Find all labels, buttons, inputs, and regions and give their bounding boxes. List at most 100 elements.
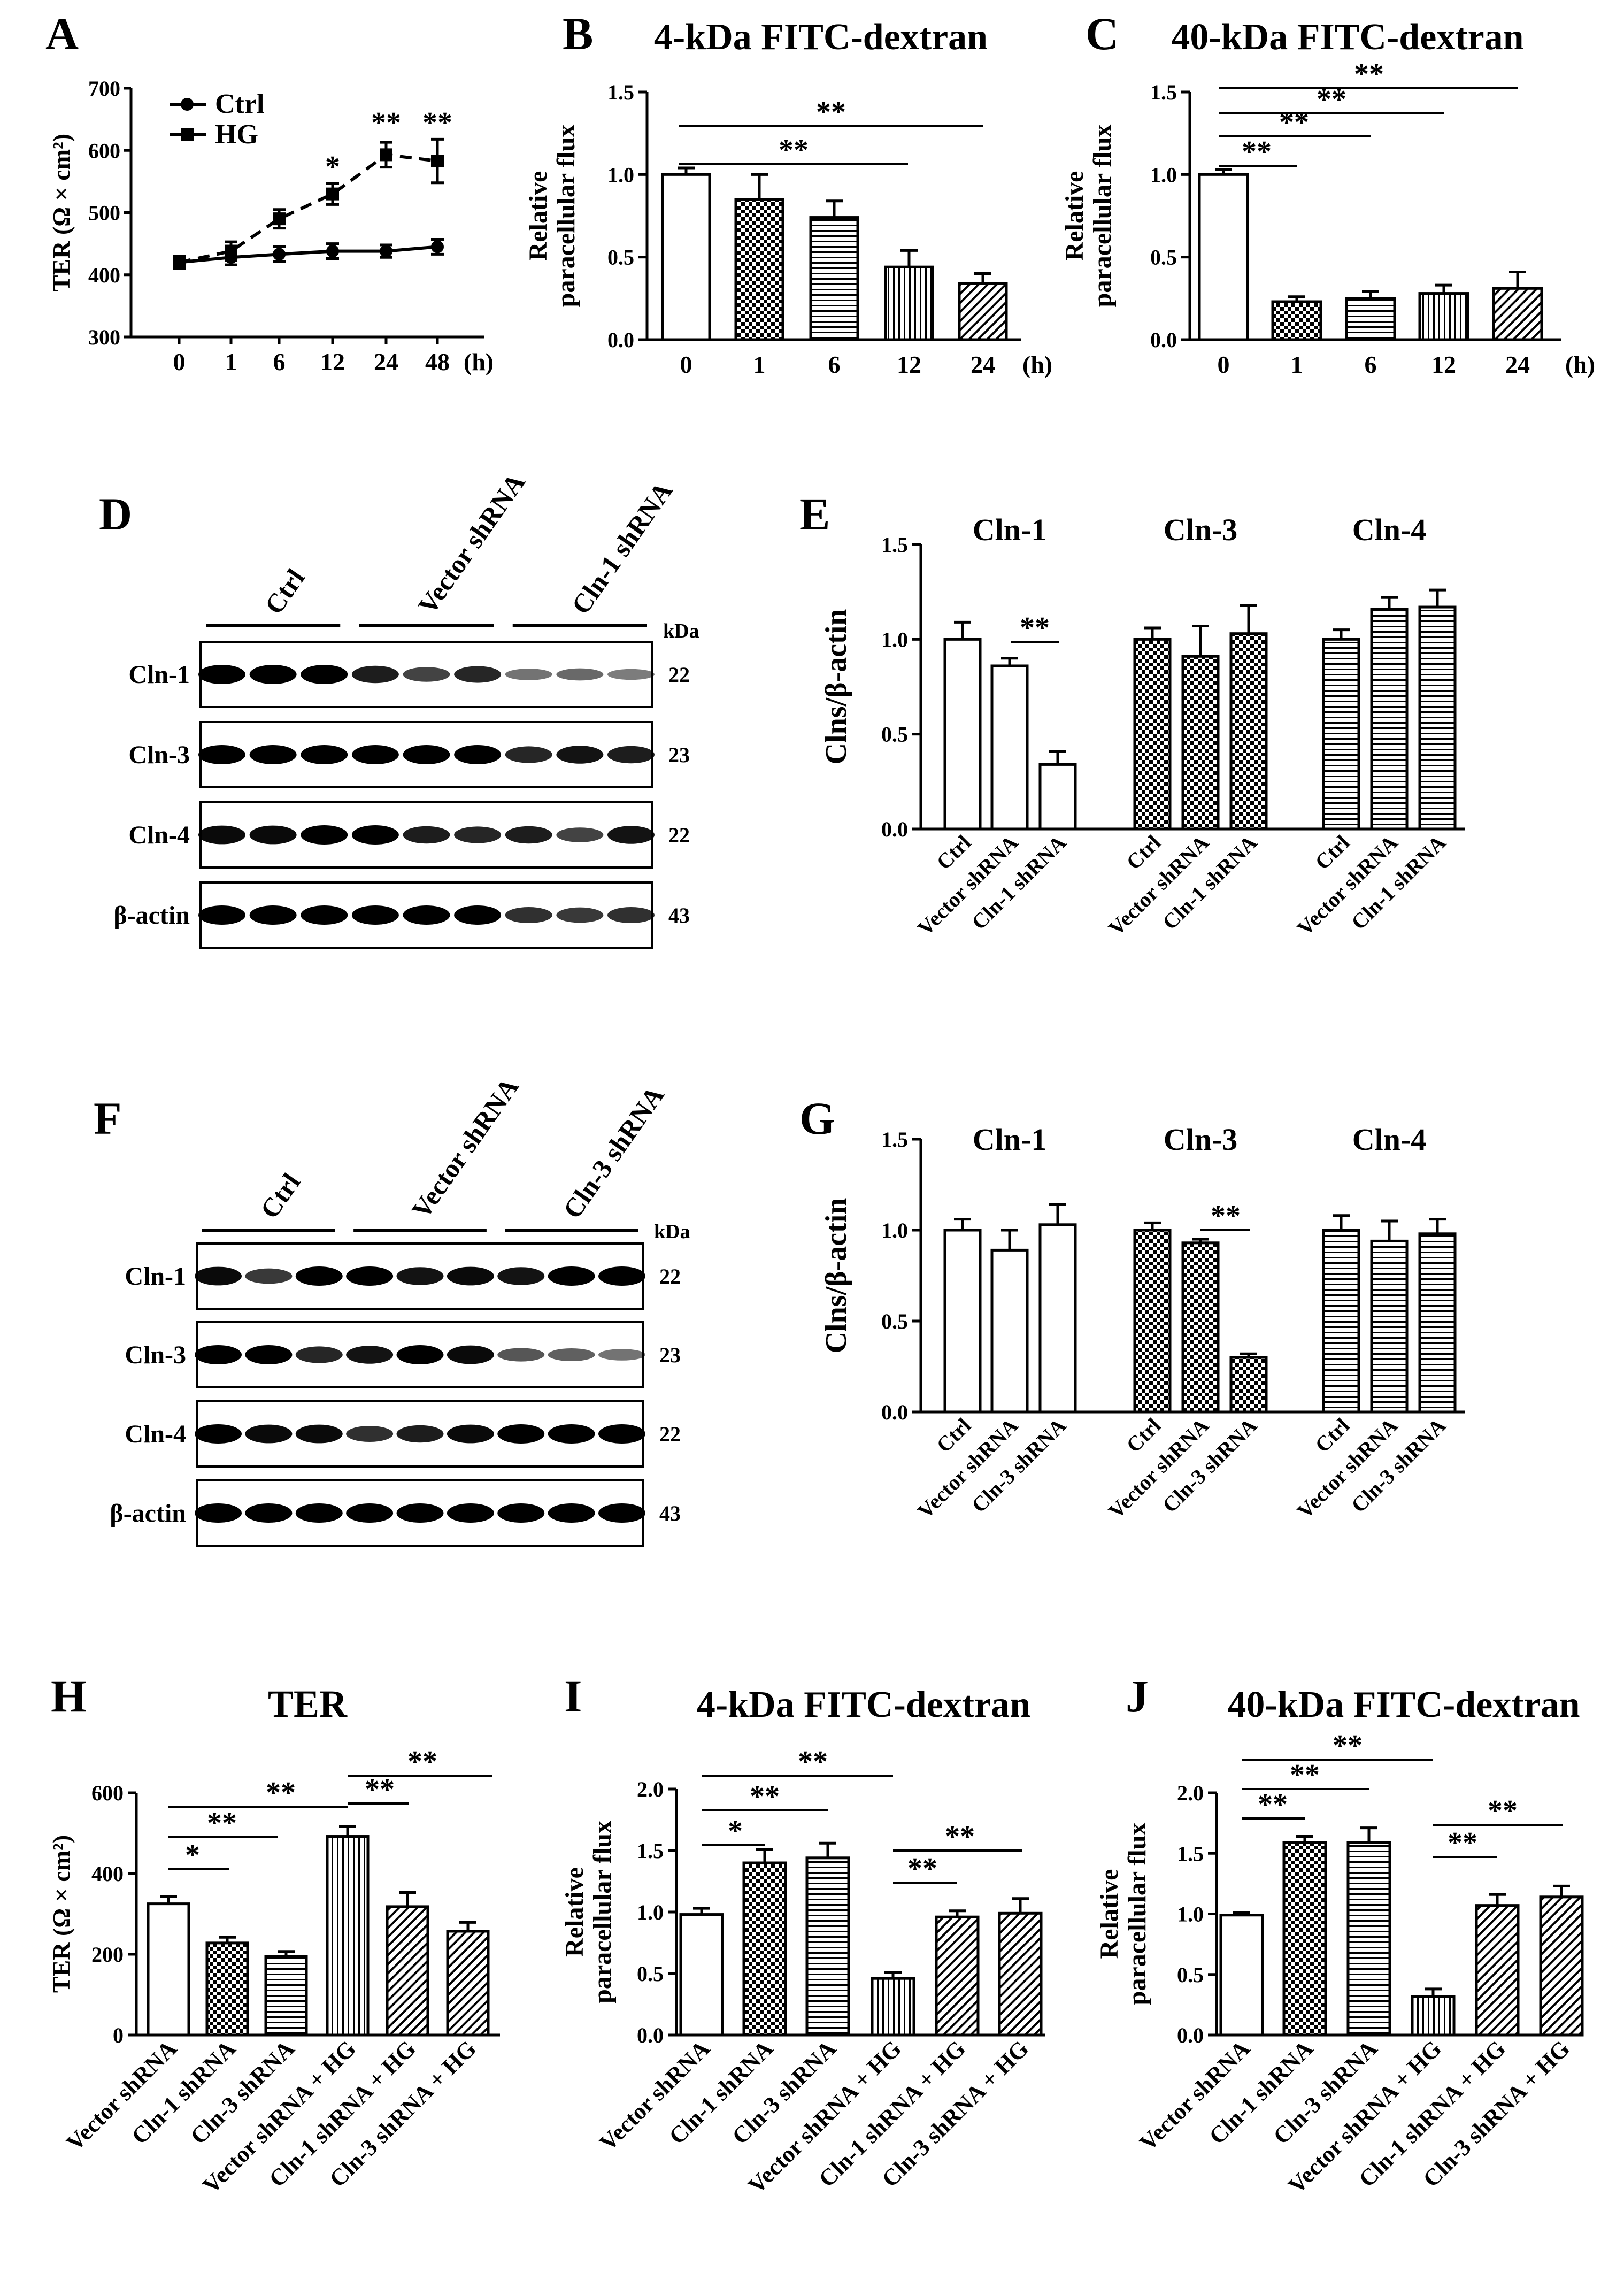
blot-band: [249, 665, 297, 684]
kda-header: kDa: [663, 620, 699, 642]
bar: [1539, 1895, 1584, 2037]
y-tick-label: 400: [88, 263, 120, 287]
bar: [1133, 638, 1172, 831]
x-tick-label: 12: [320, 348, 345, 375]
bar: [1418, 292, 1469, 341]
data-point: [380, 244, 392, 258]
significance-mark: **: [750, 1780, 780, 1813]
blot-band: [607, 746, 655, 764]
blot-band: [497, 1503, 545, 1523]
blot-band: [505, 746, 552, 763]
y-tick-label: 1.0: [1150, 163, 1177, 187]
blot-band: [245, 1268, 293, 1284]
y-tick-label: 1.5: [637, 1839, 664, 1863]
y-tick-label: 0.0: [1150, 328, 1177, 352]
blot-band: [351, 905, 399, 925]
significance-mark: **: [1211, 1200, 1241, 1233]
x-category-label: Vector shRNA: [1134, 2035, 1255, 2156]
bar: [326, 1835, 370, 2037]
y-tick-label: 0.0: [881, 817, 908, 841]
bar: [1229, 1356, 1268, 1414]
blot-band: [505, 826, 552, 844]
x-tick-label: 1: [753, 351, 766, 378]
data-point: [225, 244, 237, 258]
bar: [990, 1248, 1029, 1414]
significance-mark: **: [407, 1745, 437, 1778]
legend-label: Ctrl: [215, 89, 264, 119]
panel-letter-d: D: [99, 488, 132, 540]
y-axis-label: TER (Ω × cm²): [48, 1835, 75, 1993]
bar: [1229, 632, 1268, 831]
y-tick-label: 1.5: [881, 533, 908, 557]
bar: [1370, 1239, 1409, 1414]
y-tick-label: 1.5: [881, 1127, 908, 1151]
y-tick-label: 0.0: [637, 2023, 664, 2047]
blot-band: [447, 1424, 494, 1444]
panel-j-40kda-flux-bars: 40-kDa FITC-dextran 0.0 0.5 1.0 1.5 2.0 Relati…: [1095, 1684, 1584, 2199]
significance-mark: **: [816, 96, 846, 129]
x-tick-label: 12: [1431, 351, 1456, 378]
blot-band: [556, 907, 604, 923]
lane-group-label: Vector shRNA: [412, 468, 531, 620]
blot-band: [598, 1266, 645, 1286]
blot-band: [301, 745, 348, 764]
series-line: [179, 245, 438, 264]
blot-band: [351, 665, 399, 684]
group-label: Cln-1: [973, 512, 1047, 547]
panel-letter-e: E: [799, 488, 830, 540]
blot-band: [346, 1426, 394, 1442]
y-tick-label: 600: [91, 1781, 124, 1805]
bar: [1133, 1229, 1172, 1414]
y-tick-label: 0.5: [881, 723, 908, 747]
blot-band: [346, 1346, 394, 1364]
blot-band: [556, 746, 604, 764]
panel-letter-a: A: [45, 8, 79, 59]
blot-band: [454, 826, 502, 843]
bar: [871, 1977, 915, 2037]
bar: [998, 1911, 1043, 2037]
blot-row-label: Cln-4: [128, 821, 190, 849]
blot-band: [301, 665, 348, 684]
y-axis-label: paracellular flux: [588, 1821, 617, 2003]
bar: [1475, 1904, 1520, 2037]
blot-band: [598, 1424, 645, 1444]
significance-mark: **: [1279, 106, 1309, 139]
bar: [1345, 297, 1396, 341]
chart-title: TER: [268, 1683, 348, 1725]
chart-title: 4-kDa FITC-dextran: [654, 17, 988, 58]
significance-mark: **: [365, 1773, 395, 1806]
significance-mark: **: [1448, 1826, 1477, 1860]
blot-band: [598, 1503, 645, 1523]
lane-group-label: Cln-1 shRNA: [566, 477, 679, 620]
y-tick-label: 1.5: [1150, 80, 1177, 104]
x-tick-label: 6: [273, 348, 286, 375]
blot-band: [497, 1424, 545, 1444]
blot-band: [396, 1267, 444, 1285]
significance-mark: **: [207, 1807, 237, 1840]
data-point: [173, 256, 186, 269]
blot-band: [454, 905, 502, 925]
legend-marker: [181, 128, 194, 141]
blot-band: [454, 666, 502, 683]
y-tick-label: 200: [91, 1943, 124, 1967]
lane-group-label: Ctrl: [255, 1168, 306, 1224]
blot-band: [195, 1345, 242, 1364]
blot-band: [295, 1346, 343, 1363]
panel-letter-h: H: [51, 1670, 87, 1722]
blot-band: [403, 905, 450, 925]
y-tick-label: 0: [113, 2023, 124, 2047]
blot-band: [598, 1349, 645, 1361]
blot-band: [403, 826, 450, 844]
panel-letter-f: F: [94, 1093, 122, 1144]
blot-band: [447, 1266, 494, 1286]
bar: [1322, 1229, 1360, 1414]
x-tick-label: 24: [1505, 351, 1530, 378]
legend-marker: [181, 98, 194, 111]
bar: [1370, 608, 1409, 831]
y-tick-label: 0.5: [607, 245, 634, 270]
chart-title: 40-kDa FITC-dextran: [1171, 17, 1523, 58]
blot-row-label: Cln-4: [125, 1420, 186, 1448]
y-axis-label: Relative: [1060, 171, 1089, 261]
